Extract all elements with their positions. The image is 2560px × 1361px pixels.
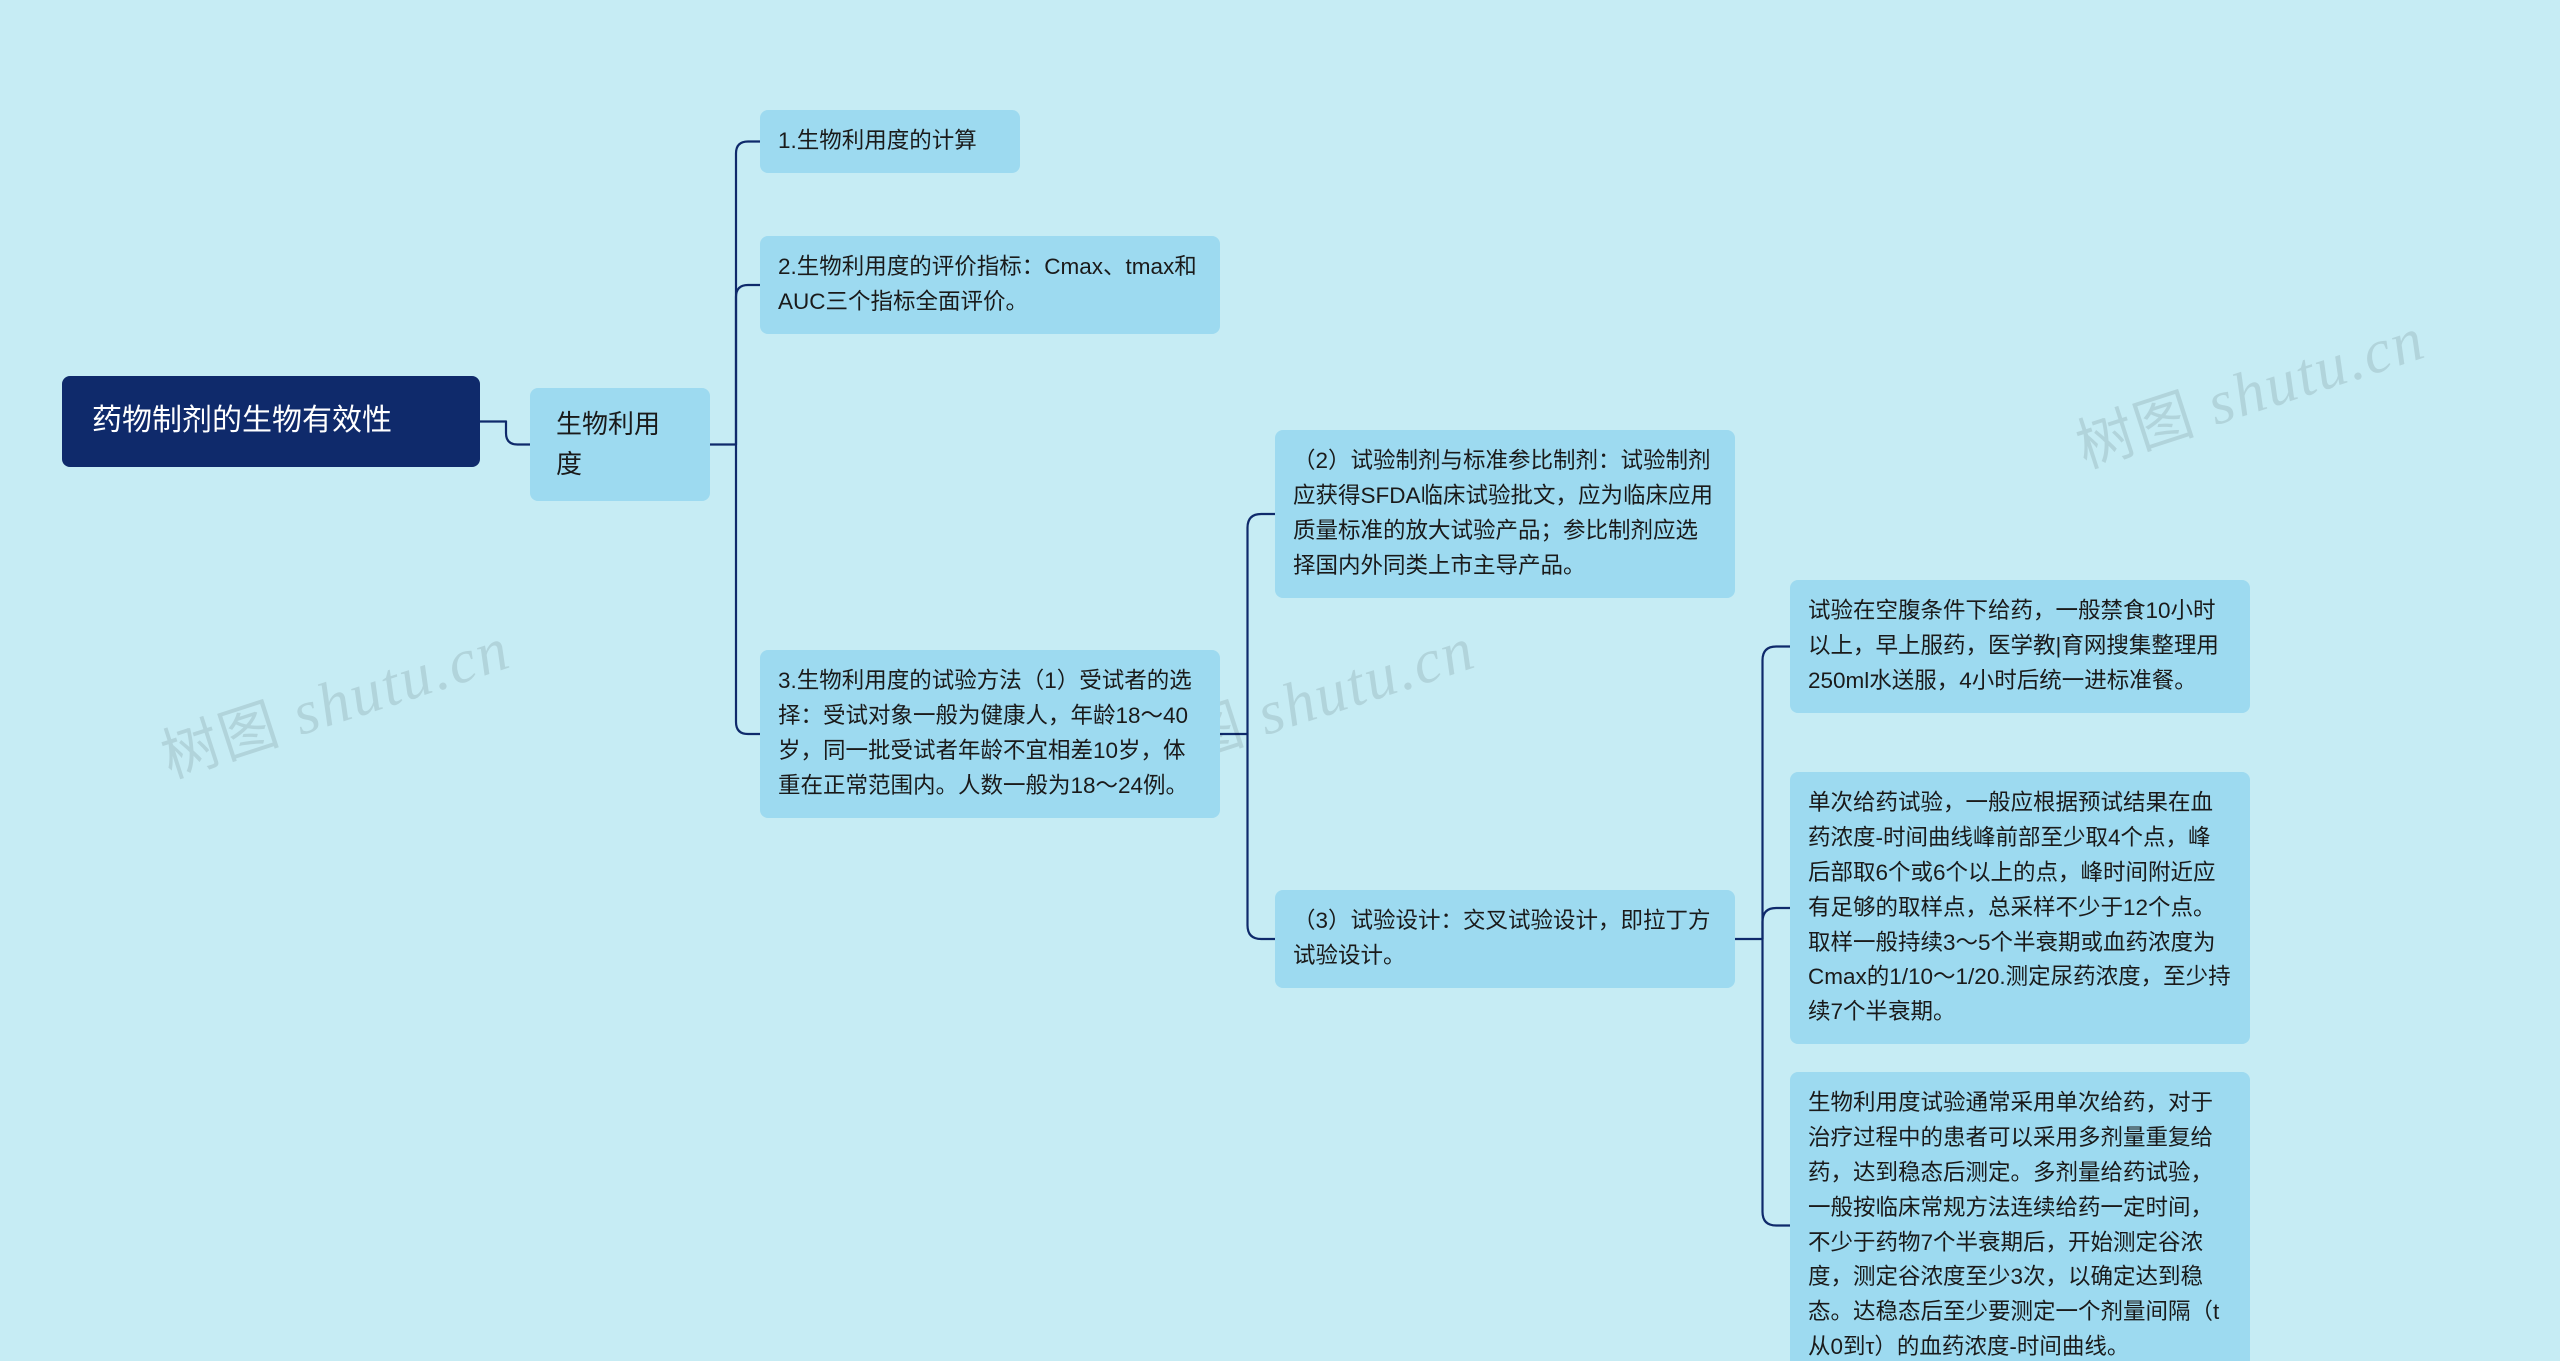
mindmap-node-e3[interactable]: 生物利用度试验通常采用单次给药，对于治疗过程中的患者可以采用多剂量重复给药，达到… (1790, 1072, 2250, 1361)
mindmap-node-root[interactable]: 药物制剂的生物有效性 (62, 376, 480, 467)
mindmap-node-e2[interactable]: 单次给药试验，一般应根据预试结果在血药浓度-时间曲线峰前部至少取4个点，峰后部取… (1790, 772, 2250, 1044)
mindmap-node-d2[interactable]: （3）试验设计：交叉试验设计，即拉丁方试验设计。 (1275, 890, 1735, 988)
node-label: 药物制剂的生物有效性 (92, 398, 392, 445)
node-label: （3）试验设计：交叉试验设计，即拉丁方试验设计。 (1293, 904, 1717, 974)
node-label: 单次给药试验，一般应根据预试结果在血药浓度-时间曲线峰前部至少取4个点，峰后部取… (1808, 786, 2232, 1030)
node-label: 试验在空腹条件下给药，一般禁食10小时以上，早上服药，医学教|育网搜集整理用25… (1808, 594, 2232, 699)
node-label: 3.生物利用度的试验方法（1）受试者的选择：受试对象一般为健康人，年龄18～40… (778, 664, 1202, 804)
node-label: 1.生物利用度的计算 (778, 124, 977, 159)
mindmap-node-d1[interactable]: （2）试验制剂与标准参比制剂：试验制剂应获得SFDA临床试验批文，应为临床应用质… (1275, 430, 1735, 598)
mindmap-node-c3[interactable]: 3.生物利用度的试验方法（1）受试者的选择：受试对象一般为健康人，年龄18～40… (760, 650, 1220, 818)
node-label: （2）试验制剂与标准参比制剂：试验制剂应获得SFDA临床试验批文，应为临床应用质… (1293, 444, 1717, 584)
node-label: 生物利用度试验通常采用单次给药，对于治疗过程中的患者可以采用多剂量重复给药，达到… (1808, 1086, 2232, 1361)
mindmap-node-l1[interactable]: 生物利用度 (530, 388, 710, 501)
mindmap-node-c2[interactable]: 2.生物利用度的评价指标：Cmax、tmax和AUC三个指标全面评价。 (760, 236, 1220, 334)
mindmap-node-e1[interactable]: 试验在空腹条件下给药，一般禁食10小时以上，早上服药，医学教|育网搜集整理用25… (1790, 580, 2250, 713)
mindmap-node-c1[interactable]: 1.生物利用度的计算 (760, 110, 1020, 173)
node-label: 2.生物利用度的评价指标：Cmax、tmax和AUC三个指标全面评价。 (778, 250, 1202, 320)
node-label: 生物利用度 (556, 404, 684, 485)
